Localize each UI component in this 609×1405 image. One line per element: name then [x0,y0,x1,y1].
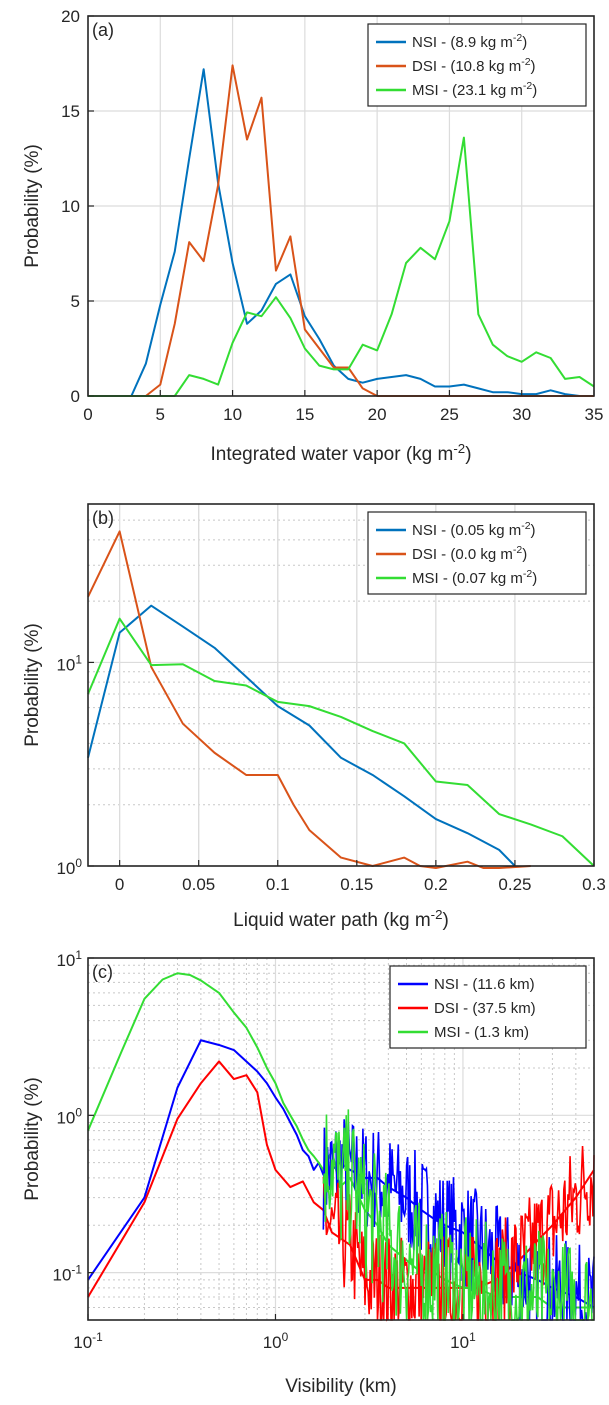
x-axis-label: Integrated water vapor (kg m-2) [210,441,471,466]
x-tick-label: 0 [115,875,124,894]
x-tick-label: 101 [450,1330,476,1352]
axes-frame [87,957,595,1321]
chart-panel-2: 0 0.05 0.1 0.15 0.2 0.25 0.3 100 101 Liquid water… [22,503,606,932]
y-tick-label: 0 [71,387,80,406]
x-tick-label: 0.25 [498,875,531,894]
legend: NSI - (0.05 kg m-2) DSI - (0.0 kg m-2) MSI… [367,511,587,595]
y-tick-label: 5 [71,292,80,311]
series-line-nsi [88,68,594,397]
legend-entry: DSI - (0.0 kg m-2) [412,544,527,563]
x-tick-label: 0.3 [582,875,606,894]
x-tick-label: 0.05 [182,875,215,894]
x-tick-label: 15 [295,405,314,424]
y-tick-label: 101 [56,948,82,970]
axes-frame [87,503,595,867]
series-line-nsi [87,604,516,867]
legend-entry: MSI - (1.3 km) [434,1024,529,1041]
legend-entry: NSI - (11.6 km) [434,976,535,993]
series-line-msi [87,617,595,867]
panel-label: (b) [92,508,114,528]
y-tick-label: 10-1 [53,1263,83,1285]
x-axis-label: Visibility (km) [285,1376,397,1397]
x-tick-label: 20 [368,405,387,424]
x-tick-label: 100 [263,1330,289,1352]
legend: NSI - (11.6 km) DSI - (37.5 km) MSI - (1.3… [389,965,587,1049]
series-line-msi [88,136,595,397]
y-tick-label: 100 [56,1105,82,1127]
x-tick-label: 30 [512,405,531,424]
x-tick-label: 0.15 [340,875,373,894]
legend-entry: MSI - (0.07 kg m-2) [412,568,537,587]
x-tick-label: 25 [440,405,459,424]
y-tick-label: 15 [61,102,80,121]
y-tick-label: 10 [61,197,80,216]
legend-entry: DSI - (37.5 km) [434,1000,536,1017]
y-axis-label: Probability (%) [22,1077,43,1201]
y-axis-label: Probability (%) [22,144,43,268]
y-tick-label: 100 [56,856,82,878]
legend: NSI - (8.9 kg m-2) DSI - (10.8 kg m-2) MSI… [367,23,587,107]
x-tick-label: 0.2 [424,875,448,894]
y-axis-label: Probability (%) [22,623,43,747]
panel-label: (a) [92,20,114,40]
chart-panel-3: 10-1 100 101 10-1 100 101 Visibility (km) Proba… [22,948,595,1397]
x-tick-label: 0.1 [266,875,290,894]
panel-label: (c) [92,962,113,982]
series-noise-msi [322,1109,594,1321]
x-tick-label: 10-1 [73,1330,103,1352]
x-tick-label: 5 [156,405,165,424]
x-axis-label: Liquid water path (kg m-2) [233,907,449,932]
x-tick-label: 0 [83,405,92,424]
legend-entry: NSI - (0.05 kg m-2) [412,520,536,539]
x-tick-label: 35 [585,405,604,424]
chart-panel-1: 0 5 10 15 20 25 30 35 0 5 10 15 20 Integrated water v… [22,7,603,465]
y-tick-label: 20 [61,7,80,26]
y-tick-label: 101 [56,652,82,674]
legend-entry: DSI - (10.8 kg m-2) [412,56,536,75]
series-line-dsi [87,530,531,869]
legend-entry: MSI - (23.1 kg m-2) [412,80,537,99]
legend-entry: NSI - (8.9 kg m-2) [412,32,527,51]
x-tick-label: 10 [223,405,242,424]
